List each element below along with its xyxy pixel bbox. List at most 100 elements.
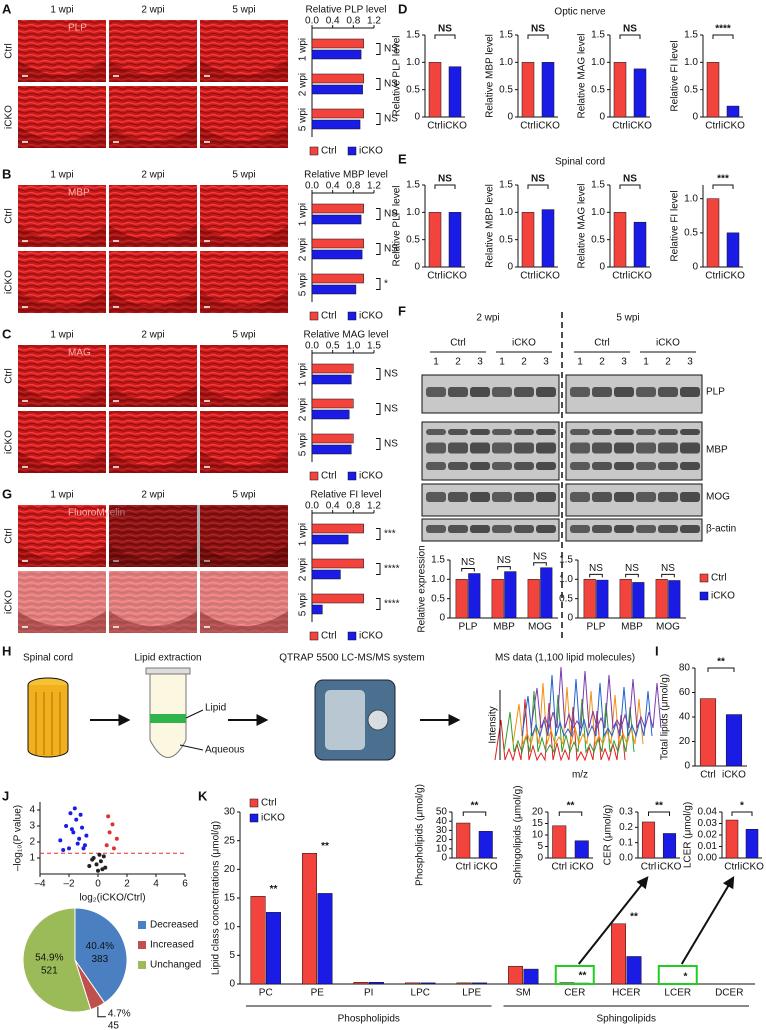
y-axis-label: Relative expression <box>417 545 428 632</box>
chart-title: Relative FI level <box>310 490 381 501</box>
x-tick-label: HCER <box>612 988 640 999</box>
y-tick-label: 0.03 <box>698 818 718 829</box>
x-tick-label: 2 <box>124 879 130 890</box>
micrograph <box>109 505 197 567</box>
legend-swatch <box>699 573 709 583</box>
micrograph <box>200 345 288 407</box>
y-tick-label: 1 wpi <box>298 363 309 386</box>
y-tick-label: 0.5 <box>591 234 605 245</box>
y-axis-label: Total lipids (μmol/g) <box>660 674 671 760</box>
spectrum <box>521 674 653 738</box>
blot-band <box>470 492 490 502</box>
legend-label: Ctrl <box>321 311 337 322</box>
panel-letter: F <box>398 303 406 318</box>
y-tick-label: 0 <box>567 613 573 624</box>
sig-label: * <box>684 971 688 982</box>
point <box>82 843 87 848</box>
tissue-edge <box>18 126 106 148</box>
column-label: 1 wpi <box>50 330 73 341</box>
y-tick-label: 0 <box>692 112 698 123</box>
y-tick-label: 5 wpi <box>298 593 309 616</box>
y-tick-label: 0.5 <box>406 234 420 245</box>
point <box>94 862 99 867</box>
blot-band <box>426 387 446 397</box>
bar <box>491 579 504 619</box>
x-tick-label: Ctrl <box>700 770 716 781</box>
row-label: iCKO <box>4 270 15 294</box>
y-tick-label: 1.5 <box>591 30 605 41</box>
band-label: β-actin <box>706 524 736 535</box>
tissue-edge <box>18 291 106 313</box>
stain-label: MBP <box>68 188 90 199</box>
y-tick-label: 0 <box>599 112 605 123</box>
sig-label: NS <box>384 79 398 90</box>
y-tick-label: 1.5 <box>431 555 445 566</box>
y-axis-label: Relative FI level <box>670 190 681 261</box>
lane-label: 1 <box>433 357 439 368</box>
x-tick-label: Ctrl <box>724 862 740 873</box>
bar <box>456 982 472 985</box>
blot-band <box>680 429 700 435</box>
sig-bracket <box>533 562 547 566</box>
panel-letter: A <box>2 1 12 16</box>
bar <box>311 273 364 284</box>
bar <box>311 73 364 84</box>
point <box>103 865 108 870</box>
blot-frame <box>421 518 560 542</box>
y-axis-label: Phospholipids (μmol/g) <box>415 784 426 886</box>
sig-bracket <box>558 811 583 816</box>
tissue-edge <box>109 451 197 473</box>
blot-band <box>426 462 446 470</box>
tissue-edge <box>18 225 106 247</box>
sig-bracket <box>434 34 456 39</box>
sig-label: NS <box>497 555 511 566</box>
lane-label: 1 <box>499 357 505 368</box>
lane-label: 3 <box>687 357 693 368</box>
tissue-edge <box>109 225 197 247</box>
y-tick-label: 0.5 <box>684 84 698 95</box>
blot-band <box>570 429 590 435</box>
x-tick-label: MOG <box>656 622 680 633</box>
x-tick-label: iCKO <box>570 862 594 873</box>
bar <box>706 198 720 268</box>
highlight-box <box>657 965 698 985</box>
micrograph <box>200 86 288 148</box>
step-label: Spinal cord <box>23 653 73 664</box>
y-tick-label: 0.00 <box>698 853 718 864</box>
sig-label: ** <box>471 801 479 812</box>
section-title: Spinal cord <box>555 157 605 168</box>
bar <box>540 567 553 619</box>
blot-band <box>636 429 656 435</box>
y-tick-label: 1.5 <box>591 180 605 191</box>
sig-bracket <box>527 184 549 189</box>
blot-band <box>570 387 590 397</box>
sig-bracket <box>712 184 734 189</box>
micrograph <box>18 505 106 567</box>
x-tick-label: Ctrl <box>427 271 443 282</box>
lane-label: 3 <box>543 357 549 368</box>
blot-band <box>448 462 468 470</box>
y-tick-label: 1.0 <box>499 207 513 218</box>
bar <box>311 398 354 409</box>
point <box>96 868 100 873</box>
panel-letter: C <box>2 326 12 341</box>
blot-band <box>448 429 468 435</box>
bar <box>523 968 539 985</box>
bar <box>641 821 656 859</box>
legend-swatch <box>138 961 146 969</box>
y-axis-label: –log₁₀(P value) <box>13 805 24 871</box>
row-label: Ctrl <box>4 208 15 224</box>
y-tick-label: 0.5 <box>684 227 698 238</box>
stain-label: FluoroMyelin <box>68 508 125 519</box>
bar <box>428 212 442 268</box>
bar <box>745 829 759 859</box>
y-tick-label: 1 wpi <box>298 38 309 61</box>
blot-band <box>492 525 512 533</box>
y-tick-label: 1.0 <box>684 193 698 204</box>
step-label: QTRAP 5500 LC-MS/MS system <box>279 653 424 664</box>
y-tick-label: 0.2 <box>619 822 633 833</box>
point <box>61 848 66 852</box>
blot-band <box>426 492 446 502</box>
step-label: Lipid extraction <box>134 653 201 664</box>
row-label: Ctrl <box>4 43 15 59</box>
